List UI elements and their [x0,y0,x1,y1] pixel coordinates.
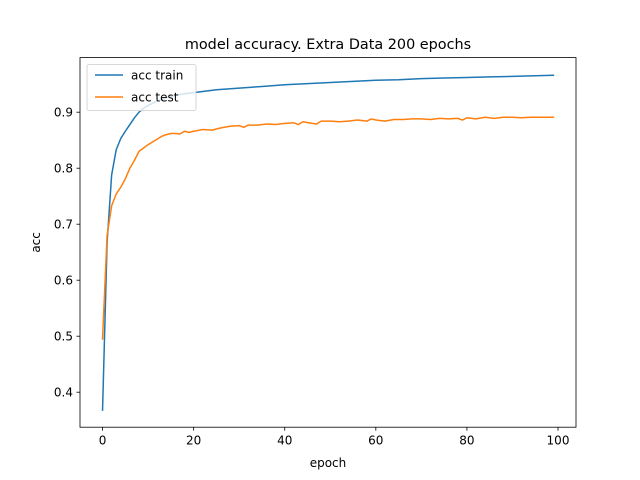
x-tick-label: 0 [99,434,107,448]
y-tick-label: 0.5 [54,330,73,344]
legend-box [86,64,197,111]
legend-label-acc-train: acc train [131,68,183,82]
legend: acc train acc test [86,64,197,111]
x-tick-label: 60 [368,434,383,448]
series-line-acc-train [101,74,555,411]
x-tick-label: 100 [547,434,570,448]
y-axis: 0.4 0.5 0.6 0.7 0.8 0.9 [54,106,80,400]
series-layer [101,74,555,411]
series-line-acc-test [101,116,555,340]
x-axis: 0 20 40 60 80 100 [99,427,570,448]
y-tick-label: 0.9 [54,106,73,120]
x-tick-label: 40 [277,434,292,448]
x-axis-label: epoch [310,456,347,470]
y-tick-label: 0.6 [54,274,73,288]
x-tick-label: 20 [186,434,201,448]
y-axis-label: acc [29,232,43,253]
plot-frame [79,57,577,428]
y-tick-label: 0.8 [54,162,73,176]
chart-title: model accuracy. Extra Data 200 epochs [185,37,471,53]
y-tick-label: 0.4 [54,386,73,400]
x-tick-label: 80 [459,434,474,448]
y-tick-label: 0.7 [54,218,73,232]
legend-label-acc-test: acc test [131,90,179,104]
